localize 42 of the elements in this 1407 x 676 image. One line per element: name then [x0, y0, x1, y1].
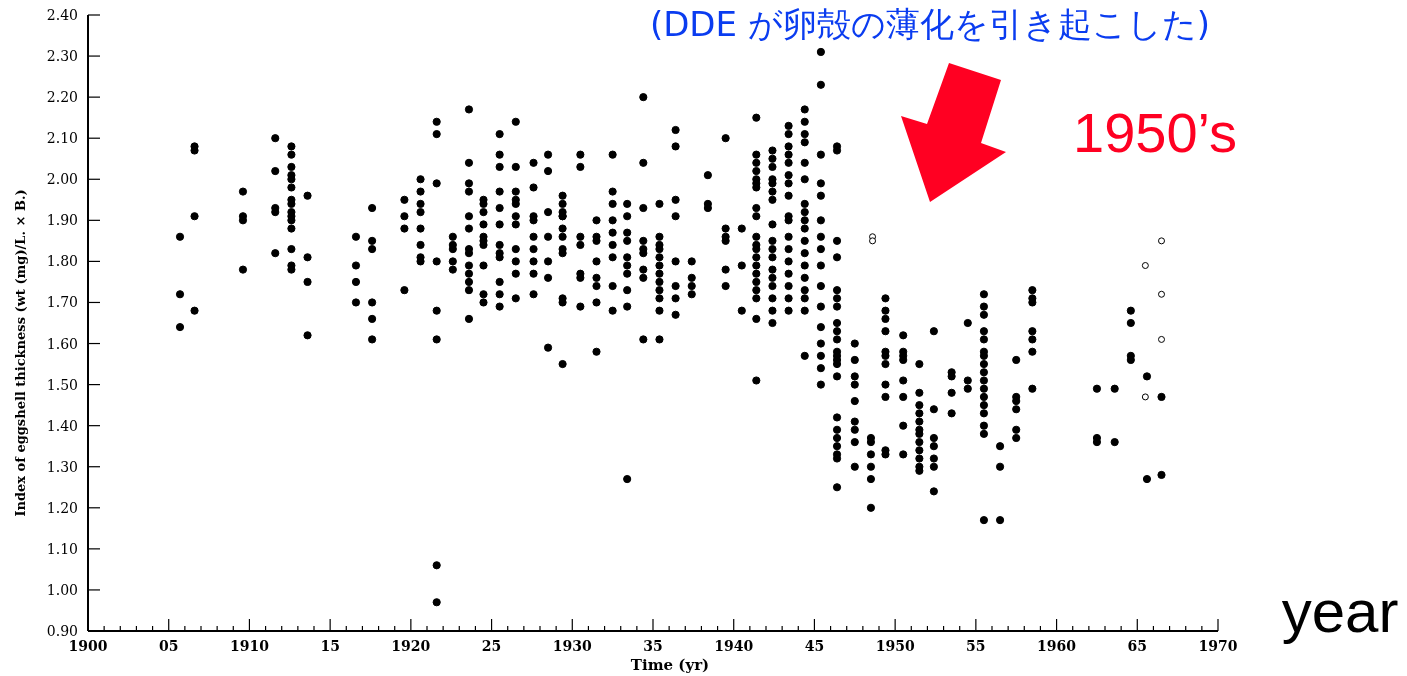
x-tick-label: 65 [1127, 638, 1148, 654]
point [869, 237, 877, 245]
y-tick-label: 2.20 [46, 89, 78, 106]
y-tick-label: 1.40 [46, 417, 78, 434]
y-tick-label: 1.80 [46, 253, 78, 270]
x-tick-label: 1950 [875, 638, 915, 654]
y-tick-label: 1.10 [46, 540, 78, 557]
y-tick-label: 0.90 [46, 623, 78, 639]
y-tick-label: 2.40 [46, 7, 78, 23]
point [1158, 335, 1165, 343]
y-tick-label: 2.00 [46, 171, 78, 188]
annotation: (DDE が卵殻の薄化を引き起こした) [649, 4, 1211, 44]
x-tick-label: 1920 [391, 638, 431, 654]
point [1141, 262, 1149, 270]
x-tick-label: 05 [158, 638, 179, 654]
x-tick-label: 1900 [68, 638, 108, 654]
x-tick-label: 1910 [229, 638, 270, 654]
y-tick-label: 1.30 [46, 458, 78, 475]
x-tick-label: 35 [643, 638, 663, 654]
y-tick-label: 2.10 [46, 130, 78, 147]
x-tick-label: 15 [320, 638, 340, 654]
x-tick-label: 1960 [1037, 638, 1077, 654]
annotation: 1950’s [1072, 101, 1238, 164]
point [1158, 237, 1165, 245]
y-tick-label: 1.70 [46, 294, 78, 311]
y-tick-label: 1.50 [46, 376, 78, 393]
x-tick-label: 1970 [1198, 638, 1238, 654]
point [1141, 393, 1149, 401]
x-tick-label: 45 [804, 638, 825, 654]
x-tick-label: 1940 [714, 638, 754, 654]
point [1158, 290, 1165, 298]
y-tick-label: 1.20 [46, 499, 78, 516]
y-axis-title: Index of eggshell thickness (wt (mg)/L. × B.) [13, 189, 28, 517]
x-tick-label: 25 [481, 638, 502, 654]
y-tick-label: 2.30 [46, 48, 78, 65]
x-tick-label: 1930 [552, 638, 593, 654]
text: year [1281, 578, 1399, 645]
x-tick-label: 55 [966, 638, 986, 654]
y-tick-label: 1.60 [46, 335, 78, 352]
y-tick-label: 1.90 [46, 212, 78, 229]
x-axis-title: Time (yr) [630, 656, 710, 674]
y-tick-label: 1.00 [46, 581, 78, 598]
